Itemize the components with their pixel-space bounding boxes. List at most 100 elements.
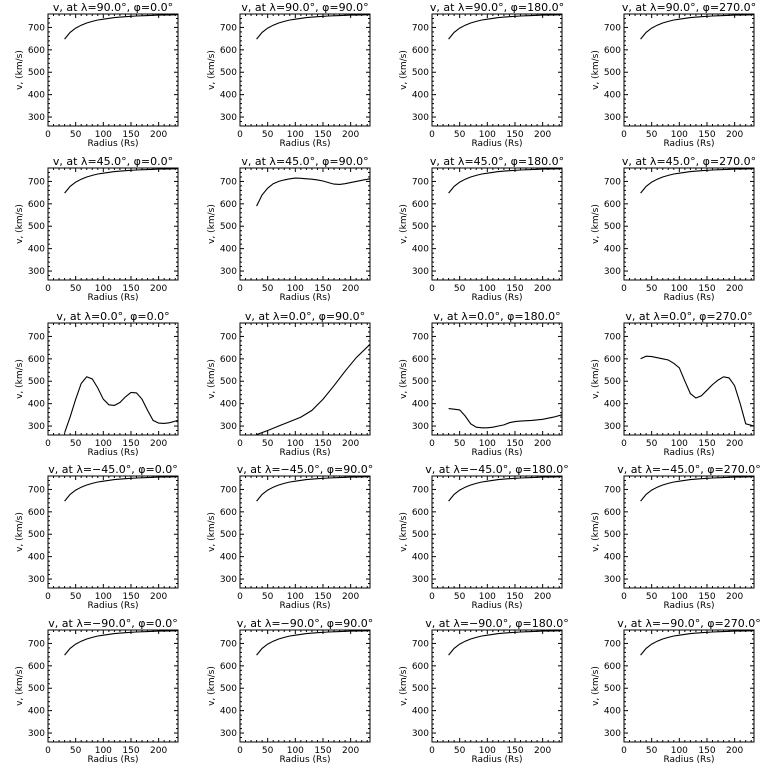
y-axis-label: v, (km/s) <box>15 50 25 90</box>
y-tick-label: 300 <box>28 267 45 277</box>
subplot-8: 0 50 100 150 200 300 400 500 600 700 v, at λ=0.0°,… <box>15 310 179 458</box>
y-axis-label: v, (km/s) <box>207 359 217 399</box>
series-line <box>256 630 371 656</box>
y-axis-label: v, (km/s) <box>15 666 25 706</box>
x-tick-label: 200 <box>342 284 359 294</box>
x-tick-label: 150 <box>314 130 331 140</box>
x-axis-label: Radius (Rs) <box>279 139 330 149</box>
x-tick-label: 200 <box>150 284 167 294</box>
subplot-9: 0 50 100 150 200 300 400 500 600 700 v, at λ=0.0°,… <box>207 310 371 458</box>
x-tick-label: 50 <box>262 592 274 602</box>
x-tick-label: 100 <box>479 592 496 602</box>
x-tick-label: 150 <box>314 592 331 602</box>
plot-frame <box>623 475 755 589</box>
x-tick-label: 200 <box>726 284 743 294</box>
x-tick-label: 150 <box>506 284 523 294</box>
y-tick-label: 600 <box>604 662 621 672</box>
y-tick-label: 500 <box>412 68 429 78</box>
plot-frame <box>239 322 371 436</box>
subplot-title: v, at λ=90.0°, φ=0.0° <box>53 1 173 14</box>
y-tick-label: 300 <box>220 267 237 277</box>
y-axis-label: v, (km/s) <box>591 666 601 706</box>
x-tick-label: 150 <box>122 284 139 294</box>
series-line <box>64 14 179 40</box>
y-tick-label: 500 <box>220 222 237 232</box>
y-tick-label: 500 <box>604 684 621 694</box>
subplot-4: 0 50 100 150 200 300 400 500 600 700 v, at λ=45.0°… <box>15 155 179 303</box>
x-tick-label: 200 <box>342 746 359 756</box>
y-tick-label: 400 <box>412 707 429 717</box>
series-line <box>256 476 371 502</box>
y-tick-label: 300 <box>220 113 237 123</box>
plot-frame <box>47 13 179 127</box>
y-tick-label: 400 <box>220 553 237 563</box>
x-tick-label: 200 <box>150 592 167 602</box>
y-tick-label: 300 <box>604 267 621 277</box>
y-tick-label: 500 <box>28 222 45 232</box>
x-tick-label: 50 <box>262 130 274 140</box>
y-tick-label: 700 <box>220 23 237 33</box>
y-tick-label: 500 <box>28 68 45 78</box>
x-tick-label: 0 <box>429 439 435 449</box>
y-tick-label: 600 <box>412 662 429 672</box>
x-tick-label: 150 <box>122 130 139 140</box>
y-axis-label: v, (km/s) <box>207 666 217 706</box>
plot-frame <box>47 629 179 743</box>
y-tick-label: 400 <box>28 245 45 255</box>
x-axis-label: Radius (Rs) <box>471 601 522 611</box>
y-tick-label: 400 <box>412 245 429 255</box>
plot-frame <box>431 475 563 589</box>
y-tick-label: 600 <box>28 46 45 56</box>
y-tick-label: 500 <box>604 377 621 387</box>
series-line <box>256 14 371 40</box>
y-tick-label: 300 <box>220 575 237 585</box>
y-tick-label: 300 <box>604 113 621 123</box>
x-tick-label: 100 <box>479 439 496 449</box>
subplot-0: 0 50 100 150 200 300 400 500 600 700 v, at λ=90.0°… <box>15 1 179 149</box>
x-tick-label: 100 <box>95 284 112 294</box>
subplot-title: v, at λ=−45.0°, φ=90.0° <box>237 463 373 476</box>
subplot-title: v, at λ=0.0°, φ=90.0° <box>245 310 365 323</box>
x-tick-label: 150 <box>122 746 139 756</box>
y-tick-label: 400 <box>412 91 429 101</box>
subplot-19: 0 50 100 150 200 300 400 500 600 700 v, at λ=−90.0… <box>591 617 761 765</box>
subplot-title: v, at λ=45.0°, φ=0.0° <box>53 155 173 168</box>
series-line <box>640 168 755 194</box>
y-tick-label: 300 <box>604 575 621 585</box>
y-axis-label: v, (km/s) <box>15 359 25 399</box>
x-tick-label: 200 <box>150 130 167 140</box>
y-tick-label: 400 <box>604 707 621 717</box>
series-line <box>640 630 755 656</box>
plot-frame <box>623 322 755 436</box>
x-tick-label: 200 <box>150 746 167 756</box>
y-tick-label: 300 <box>412 113 429 123</box>
y-tick-label: 600 <box>28 355 45 365</box>
x-tick-label: 100 <box>287 439 304 449</box>
x-tick-label: 150 <box>506 130 523 140</box>
subplot-18: 0 50 100 150 200 300 400 500 600 700 v, at λ=−90.0… <box>399 617 569 765</box>
x-axis-label: Radius (Rs) <box>663 448 714 458</box>
y-tick-label: 700 <box>220 485 237 495</box>
y-axis-label: v, (km/s) <box>399 50 409 90</box>
subplot-title: v, at λ=−90.0°, φ=180.0° <box>425 617 568 630</box>
y-tick-label: 400 <box>604 245 621 255</box>
y-tick-label: 700 <box>412 177 429 187</box>
subplot-15: 0 50 100 150 200 300 400 500 600 700 v, at λ=−45.0… <box>591 463 761 611</box>
x-tick-label: 0 <box>237 746 243 756</box>
series-line <box>640 355 755 427</box>
x-tick-label: 100 <box>479 284 496 294</box>
x-tick-label: 100 <box>287 592 304 602</box>
x-tick-label: 100 <box>287 130 304 140</box>
y-tick-label: 600 <box>412 355 429 365</box>
plot-frame <box>239 629 371 743</box>
y-tick-label: 300 <box>220 729 237 739</box>
subplot-title: v, at λ=−45.0°, φ=270.0° <box>617 463 760 476</box>
x-tick-label: 50 <box>70 746 82 756</box>
x-tick-label: 100 <box>479 130 496 140</box>
y-tick-label: 500 <box>412 377 429 387</box>
y-axis-label: v, (km/s) <box>591 50 601 90</box>
x-axis-label: Radius (Rs) <box>663 139 714 149</box>
y-tick-label: 700 <box>28 485 45 495</box>
